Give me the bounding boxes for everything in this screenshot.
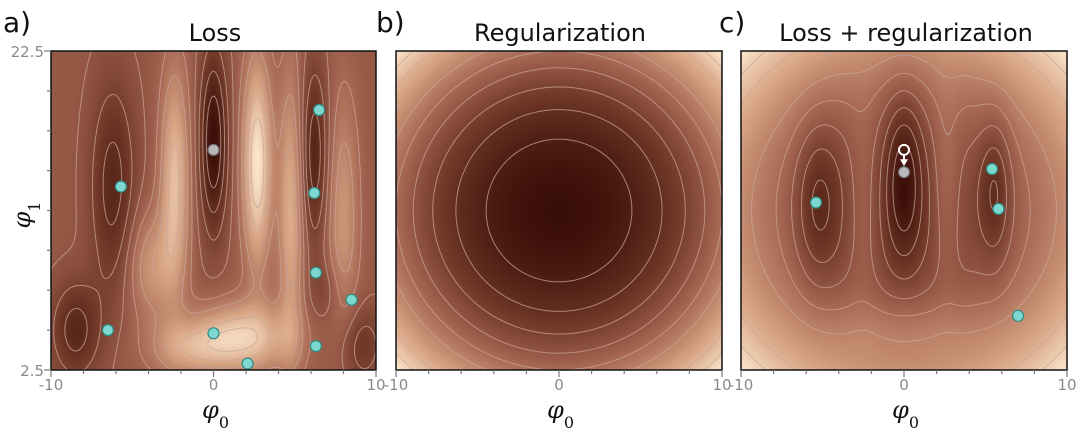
contour-line: [395, 50, 723, 371]
panel-title-combined: Loss + regularization: [779, 19, 1033, 47]
combined-contours: [740, 50, 1068, 371]
contour-line: [139, 50, 354, 371]
contour-line: [811, 124, 999, 257]
contour-line: [455, 109, 663, 312]
local-minimum-marker: [1011, 309, 1025, 322]
local-minimum-marker: [309, 266, 322, 279]
contour-line: [432, 86, 686, 335]
loss-heatmap: [51, 51, 376, 370]
x-tick-label-max: 10: [1057, 376, 1076, 394]
contour-line: [775, 72, 1031, 317]
regularization-heatmap: [396, 51, 722, 370]
contour-line: [751, 54, 1057, 342]
axis-label-subscript: 0: [219, 413, 229, 432]
local-minimum-marker: [207, 327, 220, 340]
loss-minima-markers: [101, 103, 358, 370]
combined-minima-markers: [809, 143, 1025, 322]
contour-line: [485, 138, 633, 283]
loss-axis-ticks: [44, 50, 377, 377]
x-axis-label-text: φ: [202, 396, 219, 424]
x-axis-label: φ0: [892, 396, 919, 432]
contour-line: [740, 50, 1068, 371]
x-axis-label: φ0: [547, 396, 574, 432]
contour-line: [53, 50, 377, 371]
x-axis-label-text: φ: [547, 396, 564, 424]
panel-loss-plus-regularization: c) Loss + regularization -10 0 10 φ0: [719, 6, 1077, 432]
panel-title-regularization: Regularization: [474, 19, 646, 47]
combined-heatmap: [741, 51, 1067, 370]
y-axis-label: φ1: [8, 202, 44, 229]
x-tick-label-max: 10: [366, 376, 385, 394]
x-tick-label-zero: 0: [899, 376, 909, 394]
global-minimum-marker: [897, 166, 911, 179]
contour-line: [395, 50, 723, 371]
contour-line: [152, 73, 298, 369]
x-tick-label-min: -10: [729, 376, 754, 394]
global-minimum-marker: [207, 143, 220, 156]
contour-line: [791, 90, 1015, 300]
contour-line: [395, 50, 723, 371]
local-minimum-marker: [114, 180, 128, 193]
local-minimum-marker: [809, 196, 823, 209]
local-minimum-marker: [313, 103, 326, 117]
arrow-head: [900, 159, 908, 167]
contour-line: [132, 50, 362, 371]
local-minimum-marker: [308, 186, 321, 200]
y-tick-label-bottom: 2.5: [20, 362, 44, 380]
regularization-contours: [395, 50, 723, 371]
x-tick-label-min: -10: [384, 376, 409, 394]
contour-line: [166, 94, 271, 361]
x-axis-label-text: φ: [892, 396, 909, 424]
x-axis-label: φ0: [202, 396, 229, 432]
local-minimum-marker: [985, 162, 999, 176]
panel-letter-a: a): [3, 6, 31, 39]
local-minimum-marker: [101, 324, 115, 337]
combined-axis-ticks: [740, 370, 1068, 377]
contour-line: [395, 50, 723, 371]
panel-letter-b: b): [376, 6, 405, 39]
x-tick-label-min: -10: [39, 376, 64, 394]
contour-line: [740, 50, 1068, 371]
y-tick-label-top: 22.5: [11, 43, 44, 61]
panel-regularization: b) Regularization -10 0 10 φ0: [376, 6, 732, 432]
regularization-axis-ticks: [395, 370, 723, 377]
contour-line: [740, 50, 1068, 371]
x-tick-label-max: 10: [712, 376, 731, 394]
contour-line: [800, 107, 1007, 280]
contour-line: [205, 95, 222, 189]
panel-loss: a) Loss 22.5 2.5 -10 0 10 φ0 φ1: [3, 6, 386, 432]
local-minimum-marker: [309, 340, 322, 353]
axis-label-subscript: 0: [564, 413, 574, 432]
contour-line: [412, 67, 706, 354]
axis-label-subscript: 1: [25, 202, 44, 212]
y-axis-label-text: φ: [8, 212, 36, 229]
contour-line: [207, 117, 265, 352]
axis-label-subscript: 0: [909, 413, 919, 432]
contour-line: [395, 50, 723, 371]
local-minimum-marker: [345, 293, 358, 306]
panel-title-loss: Loss: [189, 19, 242, 47]
x-tick-label-zero: 0: [554, 376, 564, 394]
panel-letter-c: c): [719, 6, 745, 39]
local-minimum-marker: [992, 202, 1005, 215]
x-tick-label-zero: 0: [209, 376, 219, 394]
local-minimum-marker: [241, 357, 254, 370]
contour-line: [50, 50, 377, 371]
